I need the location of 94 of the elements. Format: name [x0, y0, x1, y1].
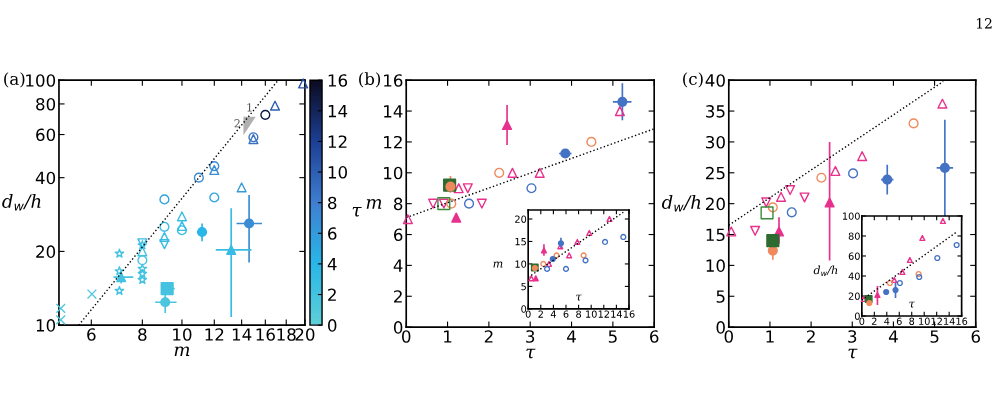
- x-tick-label: 6: [971, 330, 980, 343]
- x-axis-title: τ: [909, 301, 915, 308]
- color-bar-label: 6: [328, 227, 337, 240]
- x-axis-title: τ: [848, 348, 858, 359]
- y-tick-label: 25: [706, 166, 725, 180]
- x-tick-label: 6: [87, 328, 96, 341]
- x-tick-label: 0: [724, 330, 733, 343]
- x-tick-label: 14: [232, 328, 252, 341]
- x-tick-label: 2: [484, 330, 493, 343]
- x-tick-label: 3: [526, 330, 535, 343]
- y-tick-label: 20: [706, 197, 725, 211]
- x-tick-label: 2: [871, 317, 877, 325]
- x-tick-label: 0: [402, 330, 411, 343]
- color-bar-label: 2: [328, 288, 336, 301]
- x-tick-label: 14: [944, 317, 955, 325]
- color-bar-label: 4: [327, 258, 337, 271]
- y-tick-label: 20: [515, 215, 527, 223]
- y-axis-title: d$_{w}$/h: [2, 193, 41, 211]
- x-tick-label: 12: [931, 317, 942, 325]
- y-tick-label: 40: [848, 272, 860, 280]
- y-tick-label: 30: [706, 135, 725, 149]
- x-tick-label: 6: [563, 310, 569, 318]
- y-tick-label: 2: [394, 290, 402, 303]
- color-bar-label: 12: [328, 135, 347, 148]
- x-tick-label: 16: [623, 310, 635, 318]
- x-tick-label: 16: [956, 317, 968, 325]
- y-tick-label: 35: [706, 105, 725, 118]
- x-axis-title: τ: [526, 348, 536, 359]
- y-axis-title: m: [366, 199, 382, 209]
- y-tick-label: 60: [36, 128, 56, 142]
- x-tick-label: 12: [205, 328, 224, 341]
- chart-title: (a): [4, 72, 25, 88]
- color-bar-label: 10: [328, 166, 348, 179]
- x-tick-label: 10: [586, 310, 597, 318]
- y-tick-label: 8: [393, 197, 403, 211]
- y-tick-label: 20: [36, 245, 56, 258]
- y-axis-title: d$_{w}$/h: [661, 194, 701, 212]
- y-tick-label: 15: [515, 238, 526, 246]
- y-tick-label: 10: [706, 259, 725, 272]
- x-tick-label: 18: [277, 328, 296, 341]
- x-tick-label: 1: [444, 330, 452, 343]
- y-tick-label: 10: [515, 260, 527, 268]
- chart-title: (c): [683, 72, 703, 88]
- x-tick-label: 6: [896, 317, 902, 325]
- text: 12: [976, 18, 992, 29]
- y-tick-label: 16: [384, 74, 403, 87]
- chart-title: (b): [359, 72, 381, 88]
- y-tick-label: 6: [394, 228, 403, 242]
- x-tick-label: 8: [909, 317, 915, 325]
- y-tick-label: 0: [521, 305, 527, 313]
- x-tick-label: 14: [611, 310, 623, 318]
- x-tick-label: 2: [538, 310, 543, 318]
- y-tick-label: 100: [26, 74, 56, 87]
- x-tick-label: 4: [550, 310, 556, 318]
- x-tick-label: 8: [138, 328, 147, 341]
- x-tick-label: 20: [295, 328, 315, 341]
- y-tick-label: 80: [36, 97, 56, 111]
- y-tick-label: 40: [35, 171, 56, 185]
- x-tick-label: 1: [766, 330, 774, 343]
- x-tick-label: 3: [848, 330, 857, 343]
- x-tick-label: 16: [256, 328, 275, 341]
- color-bar-label: 16: [328, 74, 348, 87]
- y-tick-label: 100: [842, 212, 860, 220]
- x-tick-label: 0: [859, 317, 865, 325]
- y-tick-label: 20: [848, 292, 860, 300]
- x-axis-title: τ: [576, 294, 582, 301]
- color-bar-title: τ: [352, 207, 362, 217]
- x-tick-label: 5: [930, 330, 939, 343]
- x-tick-label: 10: [173, 328, 192, 341]
- y-tick-label: 5: [716, 290, 725, 303]
- x-tick-label: 4: [567, 330, 576, 343]
- x-tick-label: 10: [919, 317, 930, 325]
- x-tick-label: 4: [888, 330, 898, 343]
- x-tick-label: 4: [884, 317, 890, 325]
- x-tick-label: 12: [598, 310, 609, 318]
- y-axis-title: m: [493, 261, 503, 268]
- x-tick-label: 6: [650, 330, 659, 343]
- y-axis-title: d$_{w}$/h: [813, 265, 838, 276]
- y-tick-label: 10: [384, 166, 403, 180]
- annotation: 1 2: [234, 103, 252, 128]
- y-tick-label: 12: [384, 135, 402, 149]
- x-tick-label: 8: [576, 310, 582, 318]
- y-tick-label: 80: [848, 232, 860, 240]
- color-bar-label: 8: [328, 196, 337, 210]
- y-tick-label: 14: [384, 105, 403, 118]
- color-bar-label: 14: [328, 104, 348, 118]
- x-axis-title: m: [174, 346, 190, 357]
- y-tick-label: 5: [521, 283, 526, 291]
- y-tick-label: 15: [706, 228, 725, 242]
- y-tick-label: 4: [393, 259, 403, 272]
- y-tick-label: 60: [848, 252, 860, 260]
- x-tick-label: 5: [608, 330, 617, 343]
- x-tick-label: 2: [807, 330, 815, 343]
- y-tick-label: 40: [705, 74, 725, 87]
